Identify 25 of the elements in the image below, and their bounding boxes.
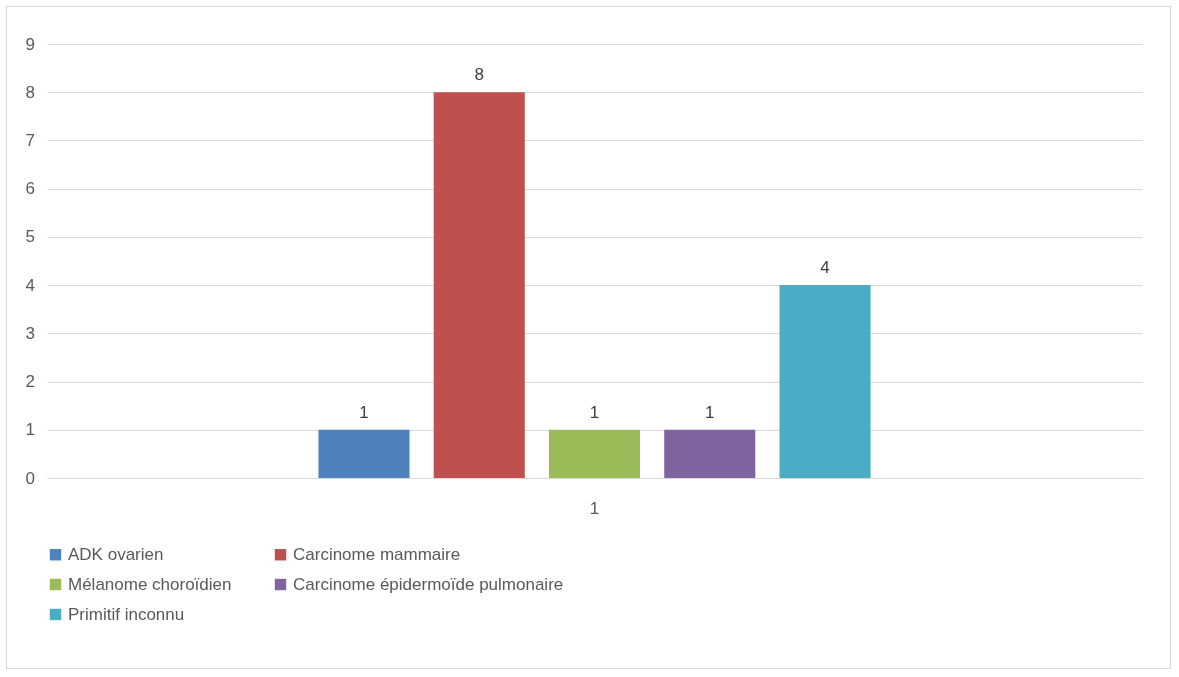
y-tick-label: 8 bbox=[25, 82, 35, 102]
y-tick-label: 7 bbox=[25, 130, 35, 150]
data-label: 4 bbox=[820, 258, 830, 278]
legend-label: Carcinome épidermoïde pulmonaire bbox=[293, 574, 564, 594]
data-label: 1 bbox=[359, 402, 369, 422]
legend-label: ADK ovarien bbox=[68, 544, 164, 564]
data-label: 1 bbox=[589, 402, 600, 422]
data-label: 1 bbox=[705, 402, 715, 422]
y-tick-label: 6 bbox=[25, 179, 35, 199]
bar bbox=[433, 92, 525, 478]
data-label: 8 bbox=[474, 65, 484, 85]
bar bbox=[779, 285, 871, 478]
legend-label: Mélanome choroïdien bbox=[68, 574, 232, 594]
y-tick-label: 5 bbox=[25, 227, 35, 247]
y-tick-label: 0 bbox=[25, 468, 35, 488]
bar bbox=[318, 429, 410, 478]
y-tick-label: 9 bbox=[25, 34, 35, 54]
y-tick-label: 3 bbox=[25, 323, 35, 343]
bar bbox=[548, 429, 641, 478]
legend-label: Carcinome mammaire bbox=[293, 544, 461, 564]
y-tick-label: 4 bbox=[25, 275, 35, 295]
bar bbox=[664, 429, 756, 478]
legend-label: Primitif inconnu bbox=[68, 604, 185, 624]
y-tick-label: 1 bbox=[25, 420, 35, 440]
y-tick-label: 2 bbox=[25, 372, 35, 392]
